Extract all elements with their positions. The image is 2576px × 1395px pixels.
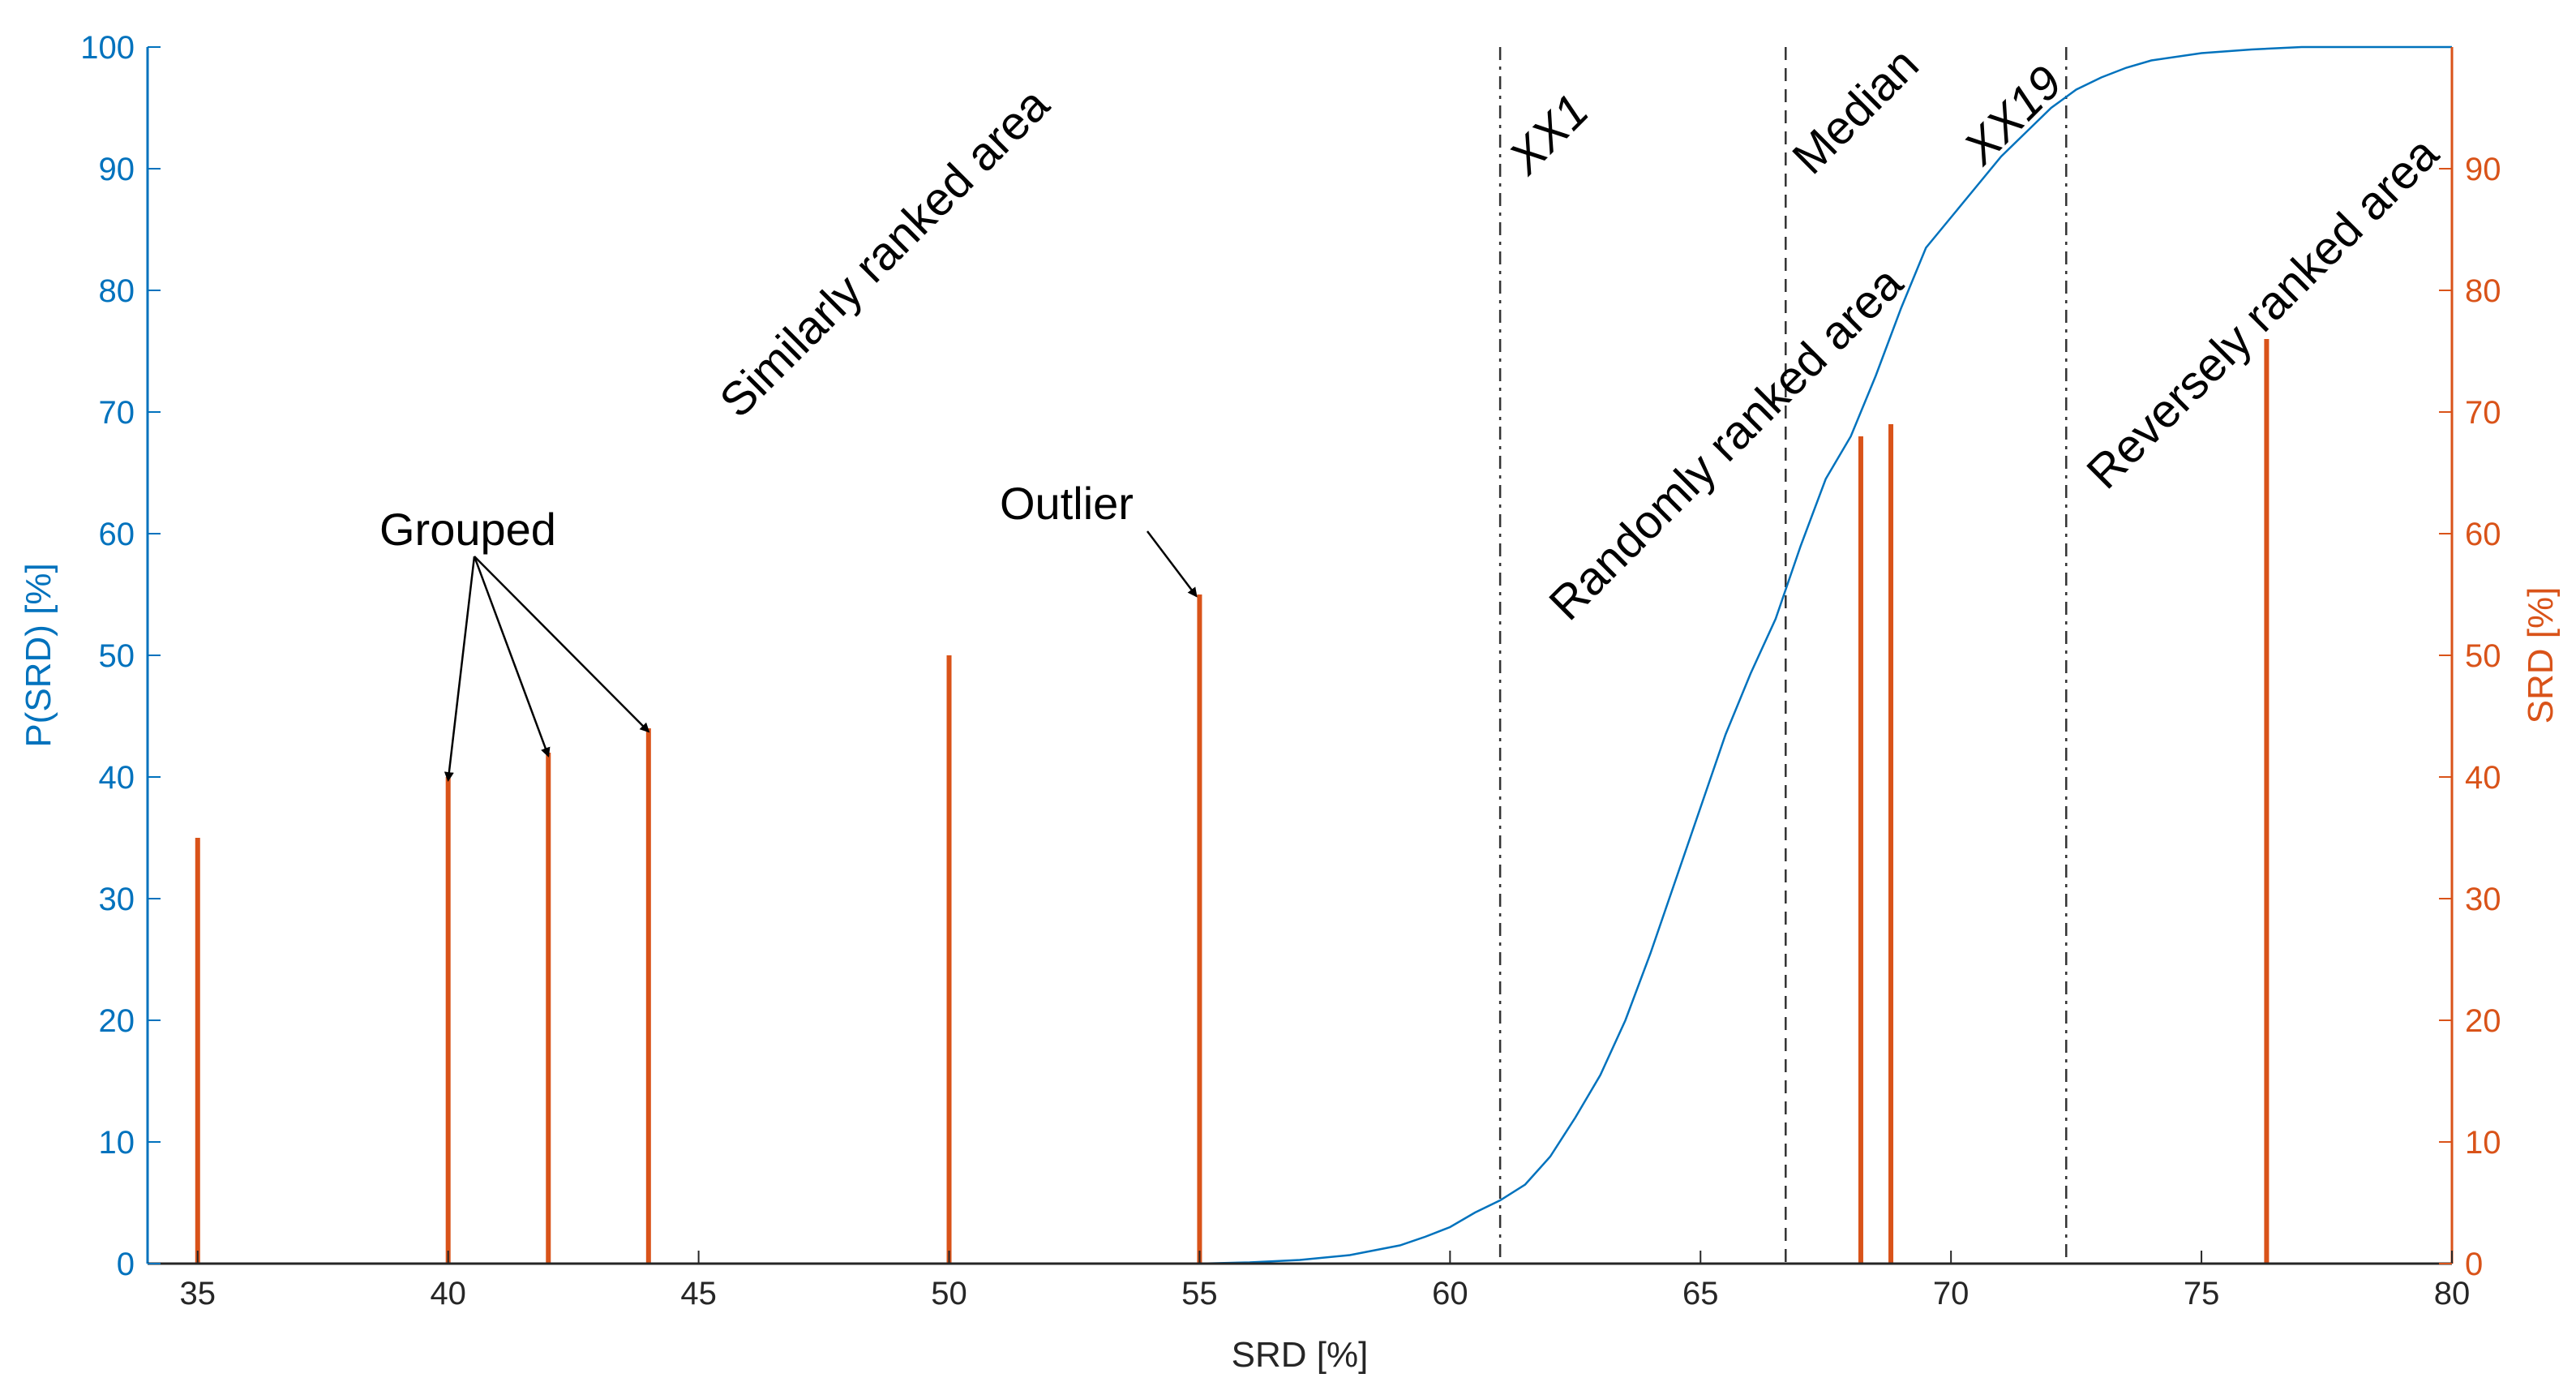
y-left-tick-label: 50 <box>99 638 135 674</box>
y-left-tick-label: 10 <box>99 1125 135 1161</box>
y-left-tick-label: 40 <box>99 760 135 796</box>
y-left-tick-label: 80 <box>99 273 135 309</box>
grouped-arrow <box>474 556 650 733</box>
x-tick-label: 45 <box>680 1276 717 1311</box>
y-right-tick-label: 60 <box>2465 517 2501 552</box>
y-right-tick-label: 40 <box>2465 760 2501 796</box>
y-left-tick-label: 20 <box>99 1003 135 1039</box>
y-left-tick-label: 90 <box>99 152 135 187</box>
y-right-tick-label: 20 <box>2465 1003 2501 1039</box>
y-right-tick-label: 90 <box>2465 152 2501 187</box>
cdf-curve-layer <box>1149 45 2452 1265</box>
y-left-tick-label: 0 <box>117 1247 135 1282</box>
y-right-tick-label: 0 <box>2465 1247 2483 1282</box>
vlines-layer <box>1498 47 2068 1264</box>
cdf-curve <box>1149 45 2452 1265</box>
outlier-arrow <box>1147 530 1198 598</box>
x-tick-label: 75 <box>2184 1276 2220 1311</box>
x-tick-label: 60 <box>1432 1276 1468 1311</box>
x-tick-label: 55 <box>1181 1276 1218 1311</box>
y-left-tick-label: 30 <box>99 882 135 917</box>
y-axis-label-left: P(SRD) [%] <box>19 563 58 747</box>
y-right-tick-label: 50 <box>2465 638 2501 674</box>
x-tick-label: 65 <box>1682 1276 1719 1311</box>
x-tick-label: 70 <box>1933 1276 1970 1311</box>
y-right-tick-label: 80 <box>2465 273 2501 309</box>
x-tick-label: 35 <box>180 1276 216 1311</box>
y-right-tick-label: 10 <box>2465 1125 2501 1161</box>
y-right-tick-label: 30 <box>2465 882 2501 917</box>
x-axis-label: SRD [%] <box>1232 1335 1369 1375</box>
y-left-tick-label: 60 <box>99 517 135 552</box>
arrows-layer <box>444 530 1198 782</box>
y-left-tick-label: 100 <box>80 30 135 66</box>
x-tick-label: 80 <box>2434 1276 2471 1311</box>
y-right-tick-label: 70 <box>2465 395 2501 431</box>
stem-layer <box>195 339 2270 1264</box>
x-tick-label: 40 <box>430 1276 466 1311</box>
grouped-arrow <box>444 556 476 782</box>
ticks-layer: 35 40 45 50 55 60 65 70 75 8001020304050607080901… <box>80 30 2501 1311</box>
annotation-grouped: Grouped <box>379 504 556 555</box>
grouped-arrow <box>473 556 551 758</box>
annotation-outlier: Outlier <box>1000 478 1134 529</box>
plot-area <box>148 47 2452 1264</box>
x-tick-label: 50 <box>931 1276 967 1311</box>
y-left-tick-label: 70 <box>99 395 135 431</box>
y-axis-label-right: SRD [%] <box>2521 587 2561 724</box>
